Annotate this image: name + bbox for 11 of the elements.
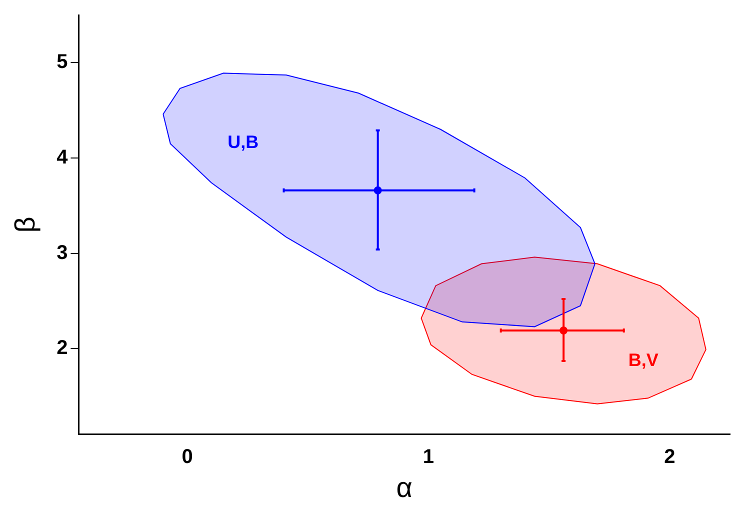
y-tick-label: 4 (56, 146, 69, 168)
x-tick-label: 2 (664, 446, 676, 468)
y-tick-label: 3 (56, 242, 68, 264)
y-tick-label: 5 (56, 51, 68, 74)
x-tick-label: 0 (182, 446, 193, 468)
series-label: B,V (628, 350, 658, 370)
y-axis-title: β (10, 216, 41, 233)
x-axis-title: α (396, 472, 412, 503)
series-label: U,B (228, 132, 259, 152)
x-tick-label: 1 (422, 446, 434, 468)
y-tick-label: 2 (56, 337, 68, 360)
